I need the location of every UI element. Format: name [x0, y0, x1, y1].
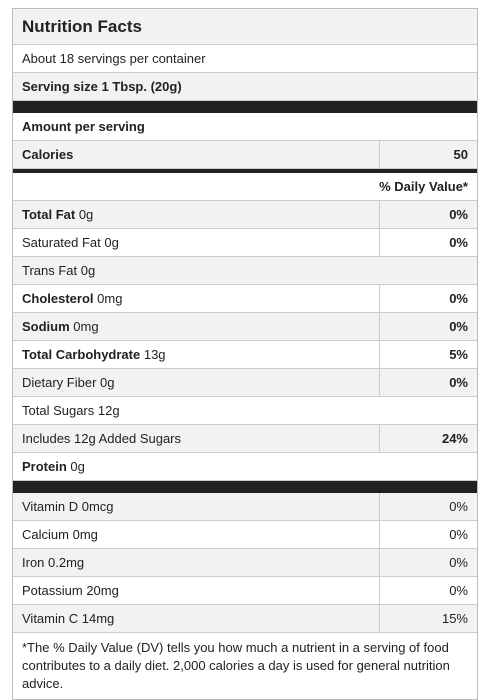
- daily-value: 15%: [379, 605, 477, 632]
- daily-value: 0%: [379, 549, 477, 576]
- daily-value: 0%: [379, 369, 477, 396]
- servings-row: About 18 servings per container: [13, 45, 477, 73]
- amount-label: Amount per serving: [22, 119, 145, 134]
- nutrient-name: Trans Fat: [22, 263, 78, 278]
- row: Iron 0.2mg 0%: [13, 549, 477, 577]
- nutrient-amount: 14mg: [81, 611, 115, 626]
- nutrient-amount: 0g: [100, 375, 115, 390]
- title: Nutrition Facts: [22, 16, 142, 36]
- divider: [13, 101, 477, 113]
- nutrient-name: Calcium: [22, 527, 69, 542]
- daily-value: 0%: [379, 521, 477, 548]
- daily-value: 0%: [379, 577, 477, 604]
- nutrient-cell: Total Fat 0g: [13, 201, 379, 228]
- amount-row: Amount per serving: [13, 113, 477, 141]
- nutrient-cell: Total Carbohydrate 13g: [13, 341, 379, 368]
- nutrient-amount: 12g: [97, 403, 120, 418]
- nutrient-amount: 0g: [104, 235, 119, 250]
- nutrient-name: Cholesterol: [22, 291, 94, 306]
- footnote: *The % Daily Value (DV) tells you how mu…: [22, 640, 450, 691]
- row: Total Sugars 12g: [13, 397, 477, 425]
- nutrient-cell: Includes 12g Added Sugars: [13, 425, 379, 452]
- nutrient-name: Vitamin D: [22, 499, 79, 514]
- row: Cholesterol 0mg 0%: [13, 285, 477, 313]
- nutrients: Total Fat 0g 0% Saturated Fat 0g 0% Trans Fa…: [13, 201, 477, 481]
- calories-label: Calories: [22, 147, 74, 162]
- daily-value: 0%: [379, 201, 477, 228]
- serving-size-row: Serving size 1 Tbsp. (20g): [13, 73, 477, 101]
- row: Potassium 20mg 0%: [13, 577, 477, 605]
- nutrient-cell: Calcium 0mg: [13, 521, 379, 548]
- calories-value: 50: [379, 141, 477, 168]
- nutrient-name: Total Fat: [22, 207, 76, 222]
- nutrient-name: Saturated Fat: [22, 235, 101, 250]
- nutrient-name: Iron: [22, 555, 45, 570]
- row: Saturated Fat 0g 0%: [13, 229, 477, 257]
- nutrient-cell: Saturated Fat 0g: [13, 229, 379, 256]
- nutrient-cell: Vitamin C 14mg: [13, 605, 379, 632]
- daily-value: 24%: [379, 425, 477, 452]
- serving-size: Serving size 1 Tbsp. (20g): [22, 79, 182, 94]
- nutrient-cell: Vitamin D 0mcg: [13, 493, 379, 520]
- nutrient-name: Total Sugars: [22, 403, 95, 418]
- nutrient-amount: 0mg: [97, 291, 123, 306]
- row: Total Carbohydrate 13g 5%: [13, 341, 477, 369]
- servings: About 18 servings per container: [22, 51, 206, 66]
- row: Sodium 0mg 0%: [13, 313, 477, 341]
- nutrient-amount: 0g: [78, 207, 94, 222]
- nutrient-amount: 0mcg: [81, 499, 114, 514]
- nutrient-name: Protein: [22, 459, 67, 474]
- row: Trans Fat 0g: [13, 257, 477, 285]
- header-row: Nutrition Facts: [13, 9, 477, 45]
- nutrient-amount: 0mg: [73, 319, 99, 334]
- daily-value: 0%: [379, 285, 477, 312]
- nutrient-cell: Total Sugars 12g: [13, 397, 477, 424]
- divider: [13, 481, 477, 493]
- row: Includes 12g Added Sugars 24%: [13, 425, 477, 453]
- nutrient-name: Vitamin C: [22, 611, 79, 626]
- nutrient-amount: 0g: [70, 459, 85, 474]
- nutrition-panel: Nutrition Facts About 18 servings per co…: [12, 8, 478, 700]
- nutrient-name: Includes 12g Added Sugars: [22, 431, 182, 446]
- nutrient-cell: Potassium 20mg: [13, 577, 379, 604]
- vitamins: Vitamin D 0mcg 0% Calcium 0mg 0% Iron 0.2mg 0…: [13, 493, 477, 633]
- daily-value: 0%: [379, 313, 477, 340]
- daily-value: 0%: [379, 493, 477, 520]
- daily-value: 5%: [379, 341, 477, 368]
- row: Vitamin C 14mg 15%: [13, 605, 477, 633]
- nutrient-cell: Trans Fat 0g: [13, 257, 477, 284]
- row: Dietary Fiber 0g 0%: [13, 369, 477, 397]
- nutrient-amount: 20mg: [86, 583, 119, 598]
- nutrient-name: Total Carbohydrate: [22, 347, 141, 362]
- nutrient-amount: 13g: [143, 347, 166, 362]
- nutrient-cell: Cholesterol 0mg: [13, 285, 379, 312]
- row: Calcium 0mg 0%: [13, 521, 477, 549]
- nutrient-cell: Iron 0.2mg: [13, 549, 379, 576]
- nutrient-name: Sodium: [22, 319, 70, 334]
- nutrient-amount: 0g: [80, 263, 96, 278]
- dv-header: % Daily Value*: [379, 179, 468, 194]
- nutrient-cell: Protein 0g: [13, 453, 477, 480]
- nutrient-name: Potassium: [22, 583, 83, 598]
- nutrient-name: Dietary Fiber: [22, 375, 97, 390]
- daily-value: 0%: [379, 229, 477, 256]
- dv-header-row: % Daily Value*: [13, 173, 477, 201]
- nutrient-cell: Dietary Fiber 0g: [13, 369, 379, 396]
- row: Vitamin D 0mcg 0%: [13, 493, 477, 521]
- nutrient-cell: Sodium 0mg: [13, 313, 379, 340]
- nutrient-amount: 0.2mg: [48, 555, 85, 570]
- divider: [13, 169, 477, 173]
- row: Protein 0g: [13, 453, 477, 481]
- row: Total Fat 0g 0%: [13, 201, 477, 229]
- calories-row: Calories 50: [13, 141, 477, 169]
- nutrient-amount: 0mg: [72, 527, 98, 542]
